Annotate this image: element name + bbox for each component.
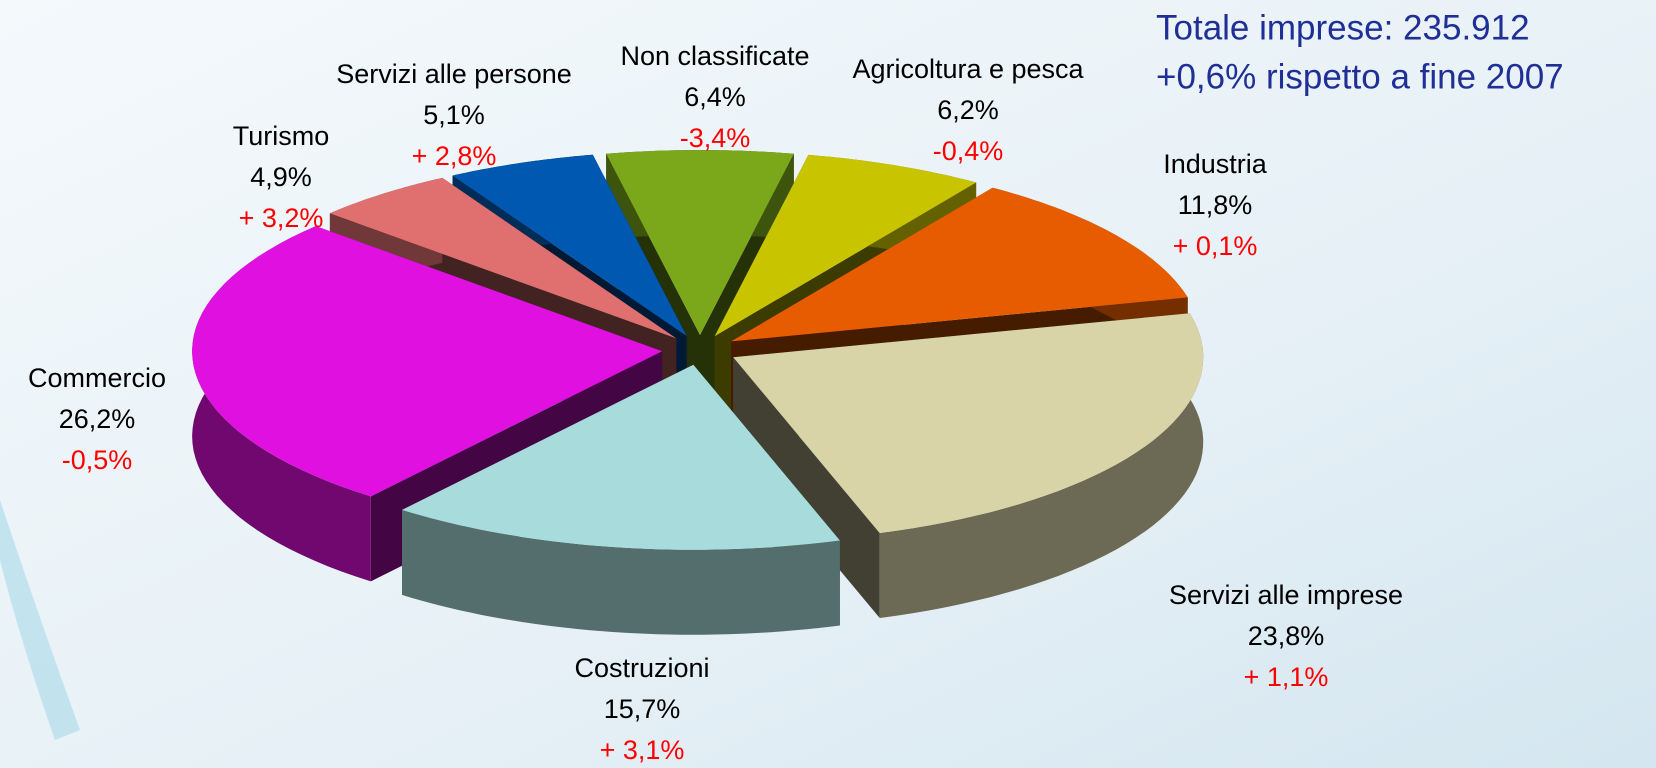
slice (714, 154, 977, 337)
value-label: 5,1% (423, 100, 485, 130)
change-label: + 3,1% (600, 735, 685, 765)
slice (733, 313, 1204, 533)
value-label: 6,2% (937, 95, 999, 125)
value-label: 4,9% (250, 162, 312, 192)
category-label: Servizi alle imprese (1169, 580, 1403, 610)
category-label: Agricoltura e pesca (852, 54, 1084, 84)
value-label: 11,8% (1178, 190, 1253, 220)
change-label: + 1,1% (1244, 662, 1329, 692)
slice-side (402, 509, 840, 635)
slice-wall (733, 357, 880, 619)
slice (452, 154, 687, 337)
value-label: 23,8% (1248, 621, 1325, 651)
title-line: Totale imprese: 235.912 (1156, 8, 1530, 47)
slice-side (879, 313, 1204, 618)
change-label: -0,4% (933, 136, 1004, 166)
value-label: 26,2% (59, 404, 136, 434)
change-label: + 2,8% (412, 141, 497, 171)
slice (329, 177, 677, 339)
category-label: Costruzioni (574, 653, 709, 683)
category-label: Servizi alle persone (336, 59, 572, 89)
value-label: 15,7% (604, 694, 681, 724)
category-label: Turismo (233, 121, 330, 151)
slice (731, 187, 1188, 342)
slice (402, 364, 840, 550)
value-label: 6,4% (684, 82, 746, 112)
category-label: Commercio (28, 363, 166, 393)
decoration (0, 500, 80, 740)
title-line: +0,6% rispetto a fine 2007 (1156, 57, 1564, 96)
change-label: -0,5% (62, 445, 133, 475)
change-label: -3,4% (680, 123, 751, 153)
slice (606, 150, 794, 336)
category-label: Non classificate (620, 41, 809, 71)
change-label: + 3,2% (239, 203, 324, 233)
slice (192, 226, 663, 497)
category-label: Industria (1163, 149, 1268, 179)
change-label: + 0,1% (1173, 231, 1258, 261)
